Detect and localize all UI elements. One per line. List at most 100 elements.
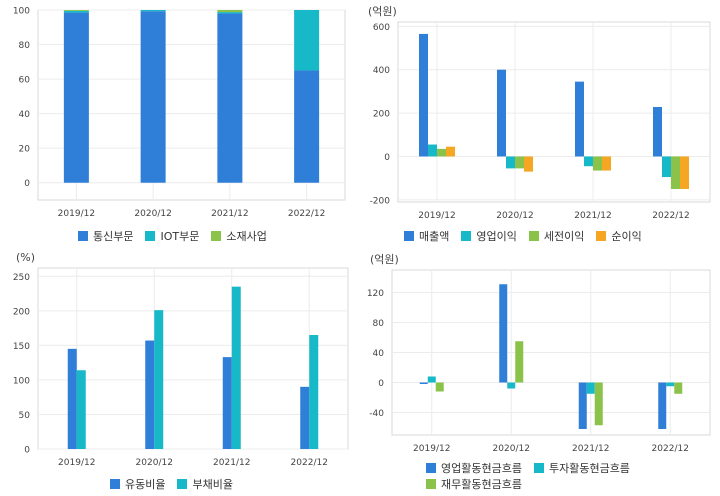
legend-swatch (426, 479, 436, 489)
bar-유동비율 (300, 386, 310, 449)
legend-swatch (145, 231, 156, 241)
y-tick-label: 120 (367, 289, 384, 299)
y-tick-label: 50 (19, 411, 31, 421)
legend-label: 순이익 (611, 230, 642, 243)
legend-item[interactable]: 유동비율 (110, 476, 165, 492)
x-tick-label: 2021/12 (211, 209, 248, 219)
bar-통신부문 (294, 70, 320, 183)
y-tick-label: 150 (13, 342, 30, 352)
y-tick-label: 0 (24, 446, 30, 456)
bar-세전이익 (593, 156, 602, 171)
legend-item[interactable]: 소재사업 (211, 228, 267, 244)
legend-segment-share: 통신부문 IOT부문 소재사업 (78, 228, 348, 244)
chart-ratios-svg: 0 50 100 150 200 250 2019/12 2020/12 2021/12 2022… (13, 267, 349, 468)
bar-매출액 (419, 33, 428, 157)
legend-swatch (528, 231, 539, 241)
bar-영업이익 (506, 156, 515, 169)
bar-영업활동현금흐름 (658, 382, 667, 429)
bar-통신부문 (217, 13, 243, 183)
legend-item[interactable]: 매출액 (404, 228, 449, 244)
legend-item[interactable]: 투자활동현금흐름 (533, 460, 630, 476)
x-tick-label: 2020/12 (496, 211, 533, 221)
y-tick-label: 400 (373, 66, 390, 76)
legend-ratios: 유동비율 부채비율 (110, 476, 350, 492)
x-tick-label: 2019/12 (418, 211, 455, 221)
legend-item[interactable]: 세전이익 (528, 228, 585, 244)
chart-cashflow-svg: -40 0 40 80 120 2019/12 2020/12 2021/12 2022/12 (367, 269, 711, 454)
y-tick-label: 20 (19, 145, 31, 155)
bar-IOT부문 (63, 10, 89, 13)
legend-label: 재무활동현금흐름 (441, 478, 522, 491)
y-tick-label: 40 (19, 110, 31, 120)
bar-부채비율 (76, 370, 86, 449)
x-tick-label: 2022/12 (652, 211, 689, 221)
y-tick-label: 100 (13, 376, 30, 386)
x-tick-label: 2022/12 (288, 209, 325, 219)
bar-재무활동현금흐름 (515, 341, 524, 383)
legend-item[interactable]: 영업활동현금흐름 (426, 460, 522, 476)
x-tick-label: 2020/12 (136, 458, 173, 468)
x-tick-label: 2020/12 (134, 209, 171, 219)
legend-item[interactable]: 순이익 (596, 228, 642, 244)
legend-label: 세전이익 (543, 230, 585, 243)
legend-swatch (177, 479, 188, 489)
bar-영업활동현금흐름 (499, 284, 508, 383)
chart-income: (억원) -200 0 200 400 600 2019/12 2020/12 2021/12… (360, 0, 720, 248)
x-tick-label: 2022/12 (652, 444, 689, 454)
x-tick-label: 2019/12 (58, 458, 95, 468)
x-tick-label: 2021/12 (572, 444, 609, 454)
legend-swatch (533, 463, 544, 473)
bar-투자활동현금흐름 (586, 382, 595, 394)
unit-label: (%) (16, 251, 36, 264)
bar-통신부문 (63, 12, 89, 183)
bar-부채비율 (309, 335, 319, 449)
bar-재무활동현금흐름 (435, 382, 444, 392)
bar-영업이익 (428, 144, 437, 157)
y-tick-label: 80 (373, 319, 385, 329)
y-tick-label: 200 (373, 110, 390, 120)
bar-순이익 (680, 156, 689, 189)
chart-ratios: (%) 0 50 100 150 200 250 2019/12 2020/12 2021/12… (0, 248, 360, 496)
bar-세전이익 (671, 156, 680, 189)
chart-income-svg: -200 0 200 400 600 2019/12 2020/12 2021/12 2022/… (370, 21, 711, 221)
y-tick-label: 0 (384, 153, 390, 163)
legend-label: IOT부문 (160, 230, 200, 243)
chart-cashflow: (억원) -40 0 40 80 120 2019/12 2020/12 2021/12 202… (360, 248, 720, 496)
bar-영업이익 (662, 156, 671, 178)
y-tick-label: -200 (370, 196, 391, 206)
bar-순이익 (602, 156, 611, 171)
unit-label: (억원) (368, 5, 397, 18)
legend-item[interactable]: 재무활동현금흐름 (426, 476, 522, 492)
legend-item[interactable]: 부채비율 (177, 476, 233, 492)
y-tick-label: 100 (13, 7, 30, 17)
legend-item[interactable]: 통신부문 (78, 228, 133, 244)
bar-유동비율 (67, 348, 77, 449)
bar-매출액 (497, 69, 506, 157)
legend-item[interactable]: IOT부문 (145, 228, 199, 244)
bar-세전이익 (437, 148, 446, 157)
bar-영업이익 (584, 156, 593, 167)
y-tick-label: 60 (19, 76, 31, 86)
x-tick-label: 2019/12 (413, 444, 450, 454)
x-tick-label: 2020/12 (493, 444, 530, 454)
legend-label: 영업이익 (476, 230, 517, 243)
legend-item[interactable]: 영업이익 (461, 228, 517, 244)
bar-매출액 (653, 107, 662, 157)
legend-swatch (211, 231, 222, 241)
legend-label: 부채비율 (192, 478, 233, 491)
legend-swatch (461, 231, 472, 241)
chart-segment-share-svg: 0 20 40 60 80 100 2019/12 2020/12 2021/12 2022/12 (13, 7, 346, 219)
bar-유동비율 (145, 340, 155, 449)
bar-세전이익 (515, 156, 524, 169)
bar-IOT부문 (217, 12, 243, 14)
x-tick-label: 2022/12 (291, 458, 328, 468)
y-tick-label: 200 (13, 307, 30, 317)
bar-순이익 (524, 156, 533, 172)
bar-부채비율 (231, 286, 241, 449)
bar-유동비율 (222, 357, 232, 449)
bar-투자활동현금흐름 (507, 382, 516, 389)
bar-재무활동현금흐름 (594, 382, 603, 426)
y-tick-label: 40 (373, 349, 385, 359)
chart-segment-share: 0 20 40 60 80 100 2019/12 2020/12 2021/12 2022/12… (0, 0, 360, 248)
